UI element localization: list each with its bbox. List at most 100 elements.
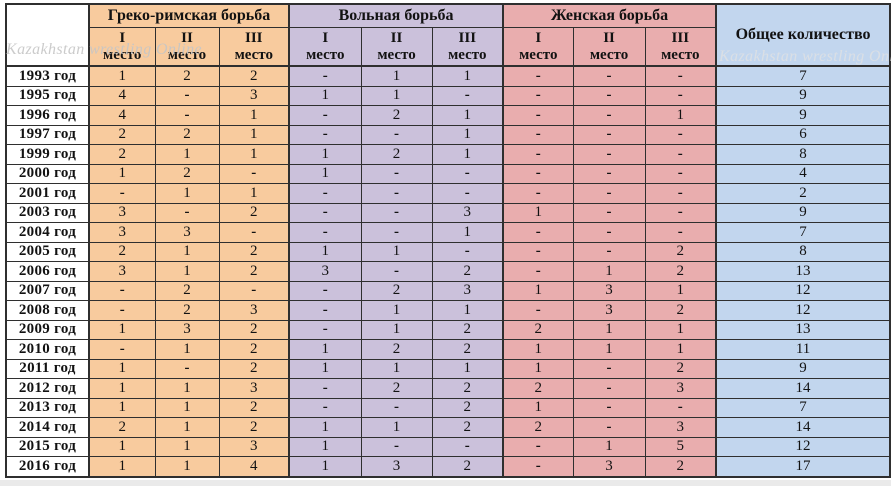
total-cell: 4 — [715, 163, 891, 185]
place-numeral: I — [322, 30, 329, 46]
greco-place-cell: 1 — [88, 456, 156, 478]
women-place-cell: - — [502, 65, 574, 87]
freestyle-place-cell: - — [288, 105, 362, 126]
freestyle-place-cell: 1 — [288, 85, 362, 107]
total-cell: 8 — [715, 144, 891, 165]
freestyle-place-cell: 1 — [431, 124, 504, 146]
year-cell: 2004 год — [5, 222, 90, 243]
table-row: 2006 год 3 1 2 3-2-1 2 13 — [5, 261, 891, 282]
women-place-cell: - — [644, 144, 717, 165]
women-place-cell: - — [572, 241, 646, 263]
women-place-cell: - — [572, 144, 646, 165]
freestyle-place-cell: - — [431, 241, 504, 263]
place-header-row: I место II место III место I место II — [6, 27, 890, 67]
greco-place-cell: 1 — [88, 378, 156, 399]
place-numeral: III — [671, 30, 690, 46]
freestyle-place-cell: 2 — [360, 339, 433, 360]
women-place-1-header: I место — [502, 27, 574, 67]
table-row: 2008 год -2 3-1 1-3 2 12 — [5, 300, 891, 321]
freestyle-place-cell: 1 — [360, 85, 433, 107]
freestyle-place-cell: 1 — [360, 300, 433, 321]
greco-place-cell: 2 — [154, 163, 220, 185]
women-place-3-header: III место — [644, 27, 717, 67]
women-place-cell: 2 — [502, 417, 574, 438]
freestyle-place-cell: 1 — [431, 105, 504, 126]
women-place-cell: 1 — [572, 436, 646, 458]
freestyle-place-cell: 1 — [360, 65, 433, 87]
total-cell: 2 — [715, 183, 891, 204]
greco-place-cell: 1 — [88, 163, 156, 185]
freestyle-place-cell: 2 — [360, 144, 433, 165]
women-place-cell: 1 — [572, 261, 646, 282]
freestyle-place-cell: - — [288, 202, 362, 224]
total-cell: 9 — [715, 105, 891, 126]
greco-place-cell: 2 — [218, 202, 290, 224]
greco-place-cell: 2 — [218, 339, 290, 360]
freestyle-place-cell: - — [431, 85, 504, 107]
women-place-cell: - — [502, 222, 574, 243]
women-place-cell: 2 — [644, 241, 717, 263]
women-place-cell: - — [644, 397, 717, 419]
women-place-cell: 1 — [644, 319, 717, 341]
greco-place-cell: 2 — [88, 417, 156, 438]
total-cell: 11 — [715, 339, 891, 360]
women-place-cell: - — [502, 105, 574, 126]
greco-place-cell: - — [154, 358, 220, 380]
freestyle-place-cell: 1 — [288, 417, 362, 438]
total-cell: 9 — [715, 85, 891, 107]
women-place-cell: 3 — [572, 280, 646, 302]
greco-place-cell: 1 — [154, 261, 220, 282]
table-row: 2012 год 1 1 3-2 2 2-3 14 — [5, 378, 891, 399]
greco-place-cell: 3 — [88, 222, 156, 243]
freestyle-place-cell: - — [288, 222, 362, 243]
place-numeral: I — [119, 30, 126, 46]
freestyle-place-3-header: III место — [431, 27, 504, 67]
place-word: место — [103, 47, 142, 63]
total-cell: 13 — [715, 261, 891, 282]
greco-place-cell: - — [88, 300, 156, 321]
women-place-cell: - — [572, 124, 646, 146]
freestyle-place-cell: 3 — [431, 280, 504, 302]
greco-place-2-header: II место — [154, 27, 220, 67]
greco-place-cell: 1 — [154, 456, 220, 478]
women-place-cell: 1 — [572, 339, 646, 360]
greco-place-cell: 1 — [88, 358, 156, 380]
freestyle-place-cell: 2 — [360, 378, 433, 399]
freestyle-place-cell: 1 — [431, 144, 504, 165]
greco-place-cell: 1 — [154, 378, 220, 399]
women-place-cell: - — [502, 85, 574, 107]
greco-place-cell: - — [154, 85, 220, 107]
year-cell: 2008 год — [5, 300, 90, 321]
freestyle-place-cell: - — [431, 436, 504, 458]
freestyle-place-cell: 2 — [431, 417, 504, 438]
place-word: место — [519, 47, 558, 63]
table-row: 2001 год -1 1- - - - - -2 — [5, 183, 891, 204]
table-row: 2016 год 1 1 4 1 3 2-3 2 17 — [5, 456, 891, 478]
women-place-cell: - — [644, 163, 717, 185]
freestyle-place-cell: 1 — [288, 241, 362, 263]
place-word: место — [661, 47, 700, 63]
place-word: место — [306, 47, 345, 63]
freestyle-place-cell: 1 — [288, 436, 362, 458]
women-place-cell: - — [502, 183, 574, 204]
year-cell: 2015 год — [5, 436, 90, 458]
group-header-row: Греко-римская борьба Вольная борьба Женс… — [5, 3, 891, 67]
greco-place-cell: - — [218, 222, 290, 243]
bottom-strip — [0, 480, 891, 486]
women-place-cell: 2 — [644, 261, 717, 282]
year-cell: 1996 год — [5, 105, 90, 126]
greco-place-cell: 1 — [154, 144, 220, 165]
freestyle-place-cell: - — [288, 280, 362, 302]
place-word: место — [167, 47, 207, 63]
greco-place-cell: 1 — [218, 183, 290, 204]
women-place-cell: - — [572, 378, 646, 399]
total-cell: 14 — [715, 378, 891, 399]
greco-place-cell: 3 — [218, 378, 290, 399]
freestyle-place-cell: 2 — [431, 339, 504, 360]
freestyle-place-cell: 1 — [431, 300, 504, 321]
freestyle-place-cell: - — [288, 183, 362, 204]
greco-place-cell: 2 — [88, 124, 156, 146]
freestyle-place-cell: 1 — [431, 358, 504, 380]
greco-place-cell: 3 — [154, 319, 220, 341]
